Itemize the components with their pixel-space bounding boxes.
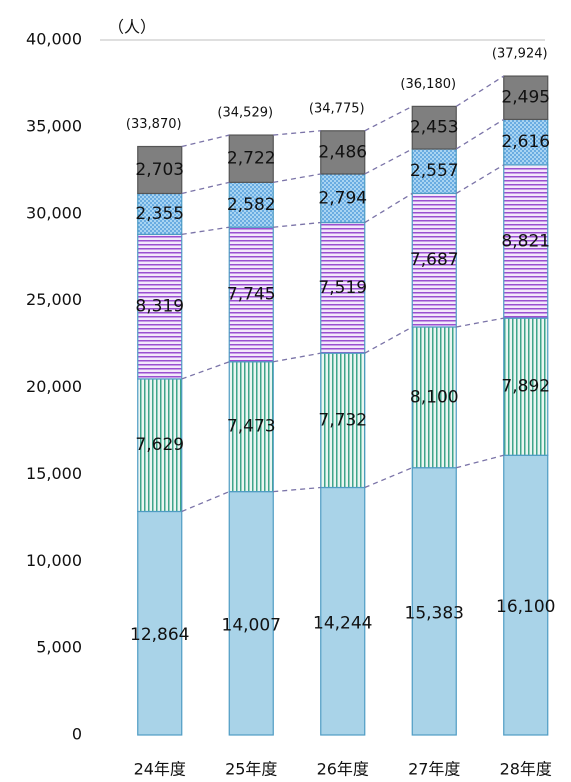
bar-segment bbox=[503, 164, 549, 319]
connector-line bbox=[273, 486, 321, 493]
connector-line bbox=[364, 192, 413, 224]
x-tick-label: 26年度 bbox=[317, 760, 369, 779]
connector-line bbox=[364, 326, 413, 354]
value-label: 7,892 bbox=[501, 377, 550, 397]
bar-segment bbox=[228, 226, 274, 363]
y-tick-label: 25,000 bbox=[26, 290, 82, 309]
bar-segment bbox=[503, 75, 549, 121]
x-tick-label: 28年度 bbox=[500, 760, 552, 779]
value-label: 2,703 bbox=[135, 160, 184, 180]
value-label: 15,383 bbox=[405, 603, 464, 623]
value-label: 12,864 bbox=[130, 625, 189, 645]
value-label: 7,732 bbox=[318, 410, 367, 430]
value-label: 7,473 bbox=[227, 417, 276, 437]
value-label: 7,745 bbox=[227, 285, 276, 305]
bar-segment bbox=[411, 467, 457, 736]
connector-line bbox=[456, 317, 504, 328]
y-tick-label: 0 bbox=[72, 725, 82, 744]
value-label: 2,616 bbox=[501, 132, 550, 152]
bar-segment bbox=[503, 317, 549, 456]
connector-line bbox=[364, 467, 413, 489]
total-label: (33,870) bbox=[126, 117, 182, 132]
value-label: 2,582 bbox=[227, 195, 276, 215]
bar-segment bbox=[137, 145, 183, 195]
value-label: 7,519 bbox=[318, 278, 367, 298]
connector-line bbox=[455, 118, 505, 150]
value-label: 8,319 bbox=[135, 297, 184, 317]
total-label: (37,924) bbox=[492, 47, 548, 62]
value-label: 7,629 bbox=[135, 435, 184, 455]
connector-line bbox=[273, 221, 321, 228]
bar-segment bbox=[411, 148, 457, 195]
value-label: 2,453 bbox=[410, 118, 459, 138]
connector-line bbox=[273, 173, 321, 183]
value-label: 8,100 bbox=[410, 387, 459, 407]
y-tick-label: 35,000 bbox=[26, 116, 82, 135]
y-tick-label: 30,000 bbox=[26, 203, 82, 222]
total-label: (34,529) bbox=[217, 106, 273, 121]
bar-segment bbox=[320, 130, 366, 175]
value-label: 7,687 bbox=[410, 250, 459, 270]
bar-segment bbox=[503, 118, 549, 166]
value-label: 2,355 bbox=[135, 204, 184, 224]
value-label: 14,244 bbox=[313, 613, 372, 633]
connector-line bbox=[455, 164, 505, 194]
x-tick-label: 24年度 bbox=[134, 760, 186, 779]
value-label: 2,557 bbox=[410, 161, 459, 181]
y-tick-label: 15,000 bbox=[26, 464, 82, 483]
value-label: 14,007 bbox=[222, 615, 281, 635]
y-unit-label: （人） bbox=[108, 18, 156, 37]
connector-line bbox=[364, 148, 413, 175]
bar-segment bbox=[228, 361, 274, 493]
bar-segment bbox=[503, 454, 549, 736]
connector-line bbox=[181, 361, 230, 380]
bar-segment bbox=[137, 233, 183, 380]
y-tick-label: 40,000 bbox=[26, 30, 82, 49]
y-tick-label: 10,000 bbox=[26, 551, 82, 570]
value-label: 2,794 bbox=[318, 188, 367, 208]
value-label: 16,100 bbox=[496, 597, 555, 617]
value-label: 2,722 bbox=[227, 149, 276, 169]
y-tick-label: 5,000 bbox=[36, 638, 82, 657]
x-tick-label: 27年度 bbox=[408, 760, 460, 779]
connector-line bbox=[456, 454, 504, 469]
y-tick-label: 20,000 bbox=[26, 377, 82, 396]
bar-segment bbox=[228, 181, 274, 228]
bar-segment bbox=[411, 326, 457, 469]
bar-segment bbox=[137, 378, 183, 513]
bar-segment bbox=[411, 192, 457, 328]
connector-line bbox=[181, 134, 230, 148]
connector-line bbox=[364, 105, 413, 132]
connector-line bbox=[181, 491, 230, 513]
bar-segment bbox=[228, 491, 274, 736]
value-label: 8,821 bbox=[501, 232, 550, 252]
bar-segment bbox=[411, 105, 457, 150]
connector-line bbox=[273, 130, 321, 136]
total-label: (36,180) bbox=[400, 77, 456, 92]
bar-segment bbox=[228, 134, 274, 183]
connector-line bbox=[273, 352, 321, 363]
connector-line bbox=[181, 181, 230, 195]
total-label: (34,775) bbox=[309, 101, 365, 116]
connector-line bbox=[455, 75, 505, 107]
bar-segment bbox=[320, 352, 366, 489]
bar-segment bbox=[320, 173, 366, 224]
value-label: 2,486 bbox=[318, 142, 367, 162]
bar-segment bbox=[320, 486, 366, 736]
bar-segment bbox=[137, 510, 183, 736]
bar-segment bbox=[320, 221, 366, 354]
x-tick-label: 25年度 bbox=[225, 760, 277, 779]
value-label: 2,495 bbox=[501, 88, 550, 108]
connector-line bbox=[181, 226, 230, 236]
